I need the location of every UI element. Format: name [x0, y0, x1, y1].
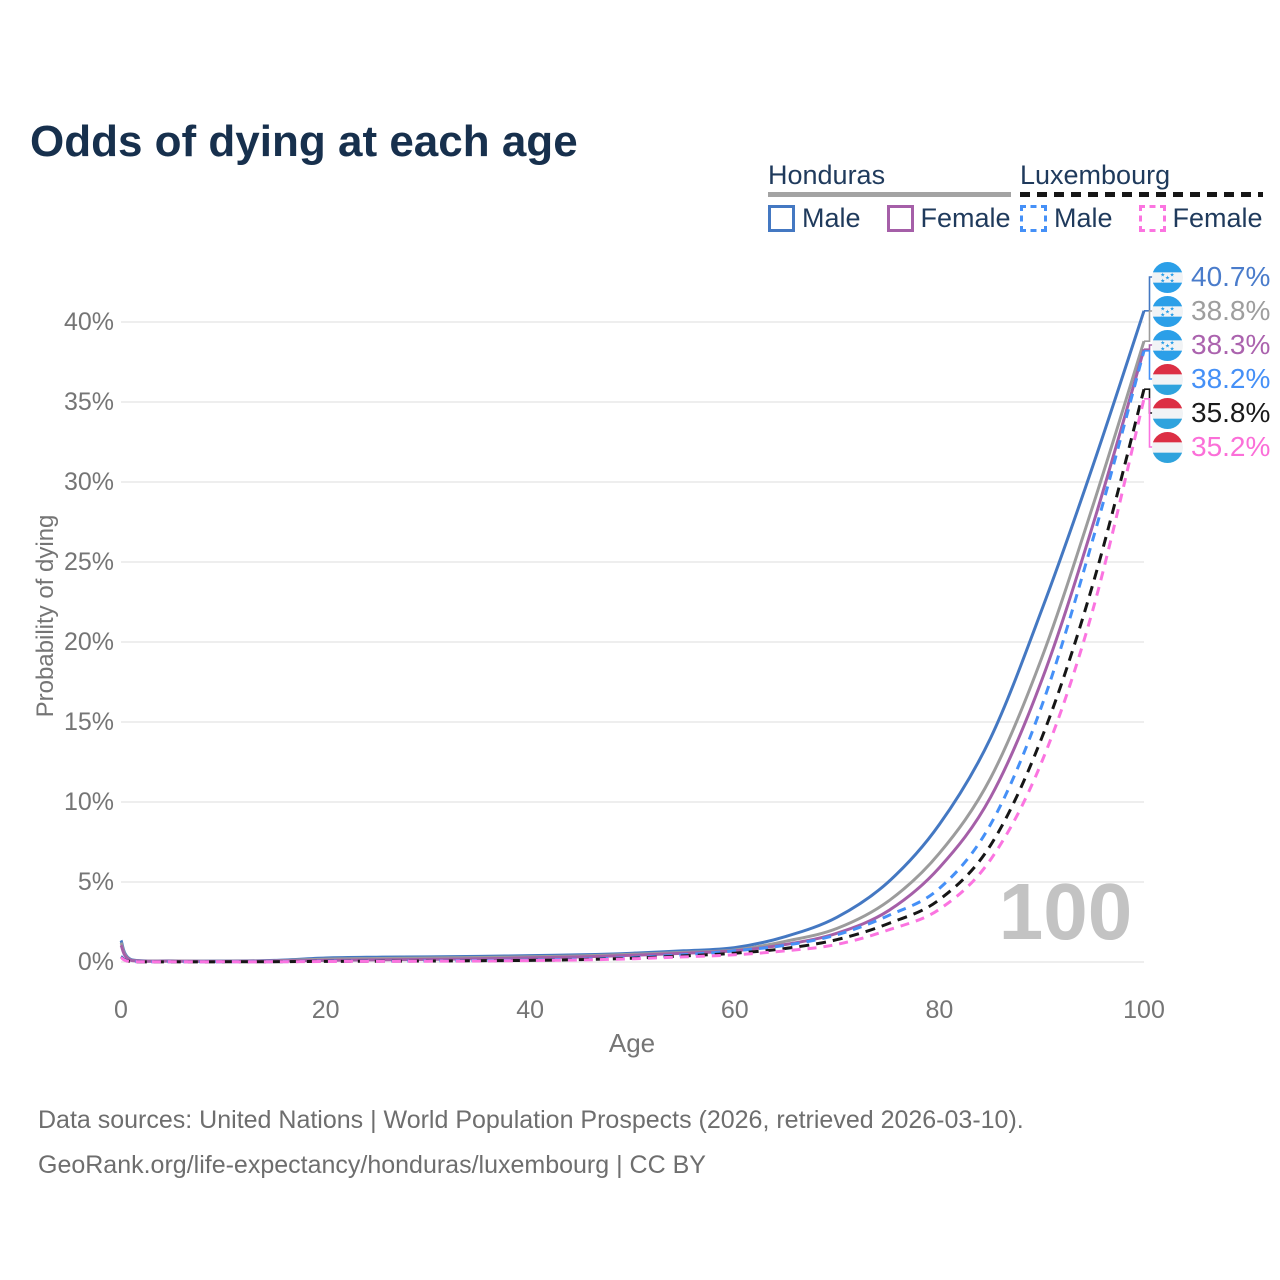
end-label-honduras-both: ★ ★ ★ ★ ★ 38.8%: [1152, 294, 1270, 328]
end-label-luxembourg-female: 35.2%: [1152, 430, 1270, 464]
end-label-value: 35.8%: [1191, 397, 1271, 428]
end-label-honduras-male: ★ ★ ★ ★ ★ 40.7%: [1152, 260, 1270, 294]
svg-text:★: ★: [1170, 339, 1175, 346]
y-tick-label: 0%: [77, 948, 114, 976]
y-tick-label: 5%: [77, 868, 114, 896]
series-line-honduras-female[interactable]: [119, 348, 1146, 963]
y-tick-label: 10%: [63, 788, 114, 816]
end-label-value: 35.2%: [1191, 431, 1271, 462]
legend-underline-honduras: [768, 192, 1011, 197]
gridline: [121, 641, 1144, 643]
footer-data-sources: Data sources: United Nations | World Pop…: [38, 1106, 1024, 1134]
svg-text:★: ★: [1170, 311, 1175, 318]
x-tick-label: 100: [1123, 996, 1165, 1024]
gridline: [121, 561, 1144, 563]
x-axis-title: Age: [608, 1028, 656, 1058]
chart-plot-svg: [119, 276, 1154, 964]
age-counter-watermark: 100: [998, 867, 1133, 956]
legend-item-honduras-female[interactable]: Female: [886, 205, 1011, 232]
series-line-honduras-male[interactable]: [119, 310, 1146, 963]
series-line-luxembourg-male[interactable]: [120, 350, 1146, 964]
gridline: [121, 961, 1144, 963]
luxembourg-flag-icon: [1152, 398, 1183, 429]
y-tick-label: 20%: [63, 628, 114, 656]
end-label-value: 38.2%: [1191, 363, 1271, 394]
y-tick-label: 15%: [63, 708, 114, 736]
svg-text:★: ★: [1160, 339, 1165, 346]
legend-underline-luxembourg: [1020, 192, 1263, 197]
end-label-connector: [1144, 276, 1154, 312]
honduras-flag-icon: ★ ★★★ ★: [1152, 262, 1183, 293]
y-tick-label: 40%: [63, 308, 114, 336]
end-label-connector: [1144, 310, 1154, 342]
luxembourg-female-swatch-icon: [1138, 205, 1166, 232]
end-label-value: 40.7%: [1191, 261, 1271, 292]
gridline: [121, 881, 1144, 883]
legend-country-honduras[interactable]: Honduras: [768, 160, 886, 190]
gridline: [121, 481, 1144, 483]
luxembourg-flag-icon: [1152, 364, 1183, 395]
footer-attribution-link[interactable]: GeoRank.org/life-expectancy/honduras/lux…: [38, 1151, 706, 1179]
end-label-value: 38.3%: [1191, 329, 1271, 360]
honduras-flag-icon: ★ ★★★ ★: [1152, 330, 1183, 361]
gridline: [121, 801, 1144, 803]
svg-text:★: ★: [1160, 271, 1165, 278]
y-tick-label: 30%: [63, 468, 114, 496]
x-tick-label: 60: [720, 996, 749, 1024]
end-label-connector: [1144, 350, 1154, 380]
svg-text:★: ★: [1165, 274, 1170, 281]
legend-item-honduras-male[interactable]: Male: [768, 205, 861, 232]
legend-group-luxembourg: Luxembourg Male Female: [1020, 161, 1263, 232]
series-line-luxembourg-both[interactable]: [120, 388, 1146, 964]
legend-item-luxembourg-female[interactable]: Female: [1138, 205, 1263, 232]
svg-text:★: ★: [1170, 277, 1175, 284]
gridline: [121, 401, 1144, 403]
page-title: Odds of dying at each age: [30, 117, 578, 167]
honduras-male-swatch-icon: [768, 205, 795, 232]
svg-text:★: ★: [1170, 305, 1175, 312]
svg-text:★: ★: [1170, 271, 1175, 278]
series-line-honduras-both[interactable]: [119, 340, 1146, 963]
x-tick-label: 80: [925, 996, 954, 1024]
x-tick-label: 0: [114, 996, 128, 1024]
y-tick-label: 35%: [63, 388, 114, 416]
honduras-flag-icon: ★ ★★★ ★: [1152, 296, 1183, 327]
end-label-luxembourg-both: 35.8%: [1152, 396, 1270, 430]
gridline: [121, 321, 1144, 323]
end-label-value: 38.8%: [1191, 295, 1271, 326]
end-label-connector: [1144, 344, 1154, 350]
footer: Data sources: United Nations | World Pop…: [38, 1106, 1024, 1196]
luxembourg-male-swatch-icon: [1020, 205, 1047, 232]
x-tick-label: 20: [311, 996, 340, 1024]
series-line-luxembourg-female[interactable]: [120, 398, 1146, 964]
svg-text:★: ★: [1160, 311, 1165, 318]
end-label-connector: [1144, 398, 1154, 448]
svg-text:★: ★: [1160, 305, 1165, 312]
honduras-female-swatch-icon: [886, 205, 914, 232]
svg-text:★: ★: [1160, 345, 1165, 352]
legend-group-honduras: Honduras Male Female: [768, 161, 1011, 232]
x-tick-label: 40: [516, 996, 545, 1024]
legend-item-luxembourg-male[interactable]: Male: [1020, 205, 1113, 232]
gridline: [121, 721, 1144, 723]
svg-text:★: ★: [1170, 345, 1175, 352]
end-label-honduras-female: ★ ★ ★ ★ ★ 38.3%: [1152, 328, 1270, 362]
y-tick-label: 25%: [63, 548, 114, 576]
chart-area: 100 Probability of dying Age 0% 5% 10% 15% 2…: [32, 260, 1270, 1058]
svg-text:★: ★: [1165, 342, 1170, 349]
svg-text:★: ★: [1165, 308, 1170, 315]
legend-country-luxembourg[interactable]: Luxembourg: [1020, 160, 1171, 190]
end-label-luxembourg-male: 38.2%: [1152, 362, 1270, 396]
svg-text:★: ★: [1160, 277, 1165, 284]
luxembourg-flag-icon: [1152, 432, 1183, 463]
